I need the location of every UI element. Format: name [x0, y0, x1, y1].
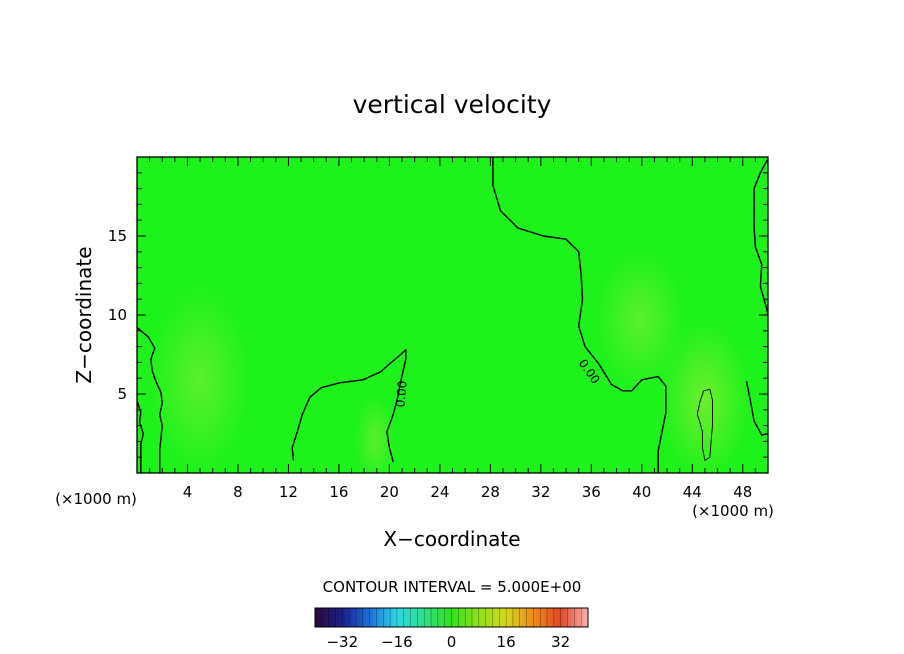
field-region-right	[660, 320, 750, 473]
x-tick-label: 8	[233, 483, 243, 501]
contour-line	[291, 349, 407, 463]
colorbar-tick-label: −32	[326, 633, 358, 651]
colorbar-tick-label: 16	[497, 633, 516, 651]
contour-line	[745, 381, 768, 436]
colorbar-cells	[321, 608, 582, 627]
contour-line	[137, 400, 144, 473]
x-tick-label: 16	[329, 483, 348, 501]
zero-contours	[137, 157, 768, 473]
chart-title: vertical velocity	[353, 90, 552, 119]
field-region-center	[355, 395, 395, 473]
colorbar-ticks: −32 −16 0 16 32	[326, 633, 570, 651]
y-tick-label: 10	[108, 306, 127, 324]
x-tick-label: 40	[632, 483, 651, 501]
x-axis-unit-left: (×1000 m)	[55, 490, 137, 508]
y-tick-label: 15	[108, 227, 127, 245]
field-region-right-upper	[595, 250, 685, 390]
x-axis-unit-right: (×1000 m)	[692, 502, 774, 520]
x-tick-label: 24	[430, 483, 449, 501]
colorbar: −32 −16 0 16 32	[314, 607, 589, 651]
contour-line	[137, 327, 163, 473]
y-tick-label: 5	[117, 385, 127, 403]
x-tick-label: 44	[683, 483, 702, 501]
x-tick-label: 28	[481, 483, 500, 501]
contour-interval-text: CONTOUR INTERVAL = 5.000E+00	[323, 578, 582, 596]
contour-line	[492, 157, 667, 473]
colorbar-tick-label: 32	[551, 633, 570, 651]
x-axis: 4 8 12 16 20 24 28 32 36 40 44 48	[149, 157, 756, 501]
x-tick-label: 32	[531, 483, 550, 501]
x-tick-label: 36	[582, 483, 601, 501]
colorbar-tick-label: −16	[381, 633, 413, 651]
y-axis: 5 10 15	[108, 172, 768, 458]
velocity-field	[137, 157, 768, 473]
x-tick-label: 20	[380, 483, 399, 501]
field-region-left	[150, 285, 250, 473]
y-axis-label: Z−coordinate	[72, 246, 96, 383]
x-tick-label: 4	[183, 483, 193, 501]
x-tick-label: 48	[733, 483, 752, 501]
contour-line	[753, 158, 768, 317]
contour-line	[696, 388, 713, 461]
x-tick-label: 12	[279, 483, 298, 501]
colorbar-tick-label: 0	[447, 633, 457, 651]
x-axis-label: X−coordinate	[383, 527, 520, 551]
contour-label: 0.00	[393, 380, 409, 408]
